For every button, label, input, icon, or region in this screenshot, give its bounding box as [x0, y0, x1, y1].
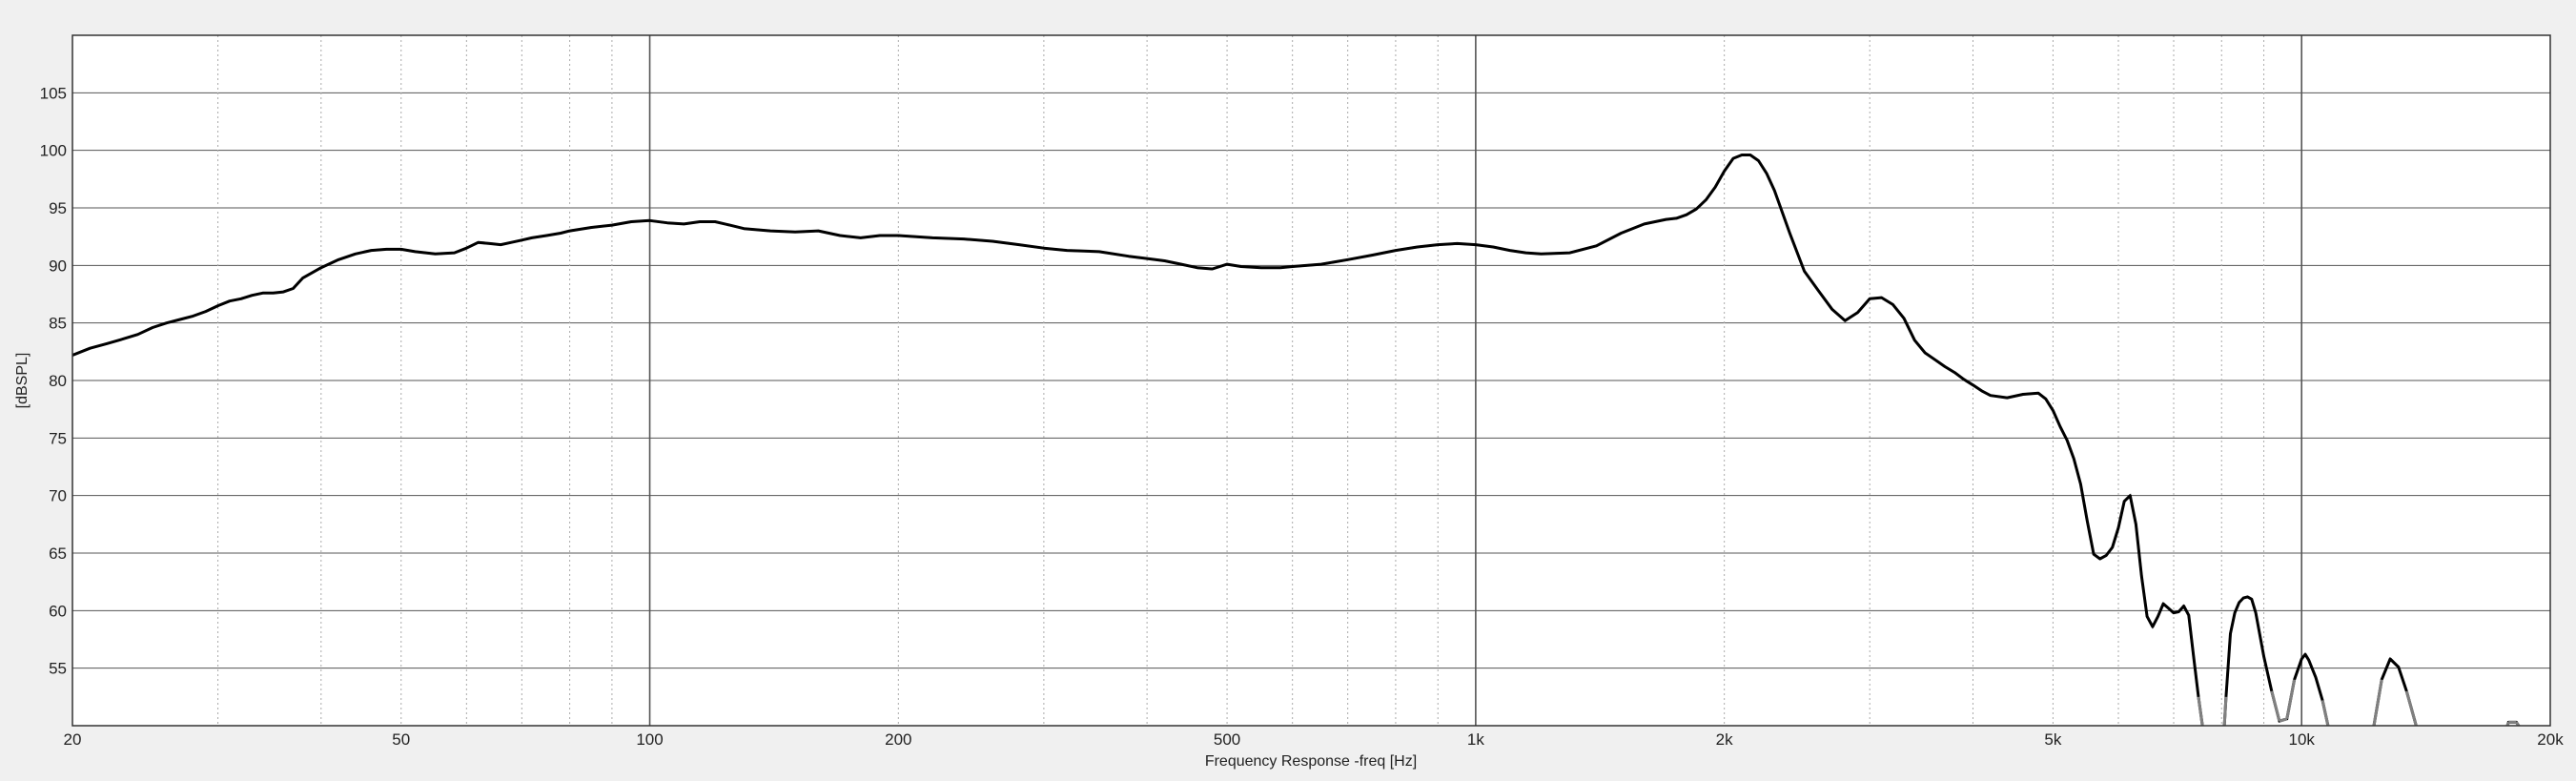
- x-tick-label: 50: [392, 730, 410, 749]
- y-tick-label: 60: [49, 602, 67, 620]
- series-dropout-segment: [2404, 690, 2417, 721]
- series-dropout-segment: [2320, 700, 2330, 726]
- x-tick-label: 1k: [1467, 730, 1484, 749]
- series-dropout-segment: [2372, 679, 2383, 726]
- y-tick-label: 95: [49, 199, 67, 217]
- x-tick-label: 100: [636, 730, 663, 749]
- series-dropout-segment: [2413, 719, 2418, 726]
- y-tick-label: 65: [49, 545, 67, 563]
- series-dropout-segment: [2279, 717, 2288, 723]
- x-tick-label: 20: [64, 730, 82, 749]
- x-tick-label: 20k: [2537, 730, 2564, 749]
- plot-frame: [72, 34, 2551, 727]
- y-tick-label: 75: [49, 429, 67, 447]
- y-tick-label: 90: [49, 257, 67, 275]
- series-dropout-segment: [2222, 696, 2228, 726]
- x-tick-label: 5k: [2044, 730, 2061, 749]
- y-tick-label: 85: [49, 315, 67, 333]
- x-tick-label: 200: [885, 730, 911, 749]
- y-tick-label: 70: [49, 487, 67, 505]
- series-dropout-segment: [2285, 679, 2297, 720]
- x-tick-label: 10k: [2288, 730, 2315, 749]
- x-tick-label: 500: [1214, 730, 1240, 749]
- series-dropout-segment: [2270, 690, 2281, 722]
- y-tick-label: 55: [49, 660, 67, 678]
- y-axis-label: [dBSPL]: [14, 353, 31, 409]
- series-line-0: [72, 154, 2521, 726]
- y-tick-label: 80: [49, 372, 67, 390]
- curve-layer: [72, 154, 2521, 726]
- x-axis-ticks: 20 50 100 200 500 1k 2k 5k 10k 20k: [64, 730, 2565, 749]
- series-dropout-segment: [2515, 721, 2521, 726]
- y-tick-label: 105: [40, 84, 67, 102]
- x-axis-label: Frequency Response -freq [Hz]: [1205, 753, 1417, 770]
- y-axis-ticks: 55 60 65 70 75 80 85 90 95 100 105: [40, 84, 67, 677]
- x-tick-label: 2k: [1716, 730, 1733, 749]
- y-tick-label: 100: [40, 142, 67, 160]
